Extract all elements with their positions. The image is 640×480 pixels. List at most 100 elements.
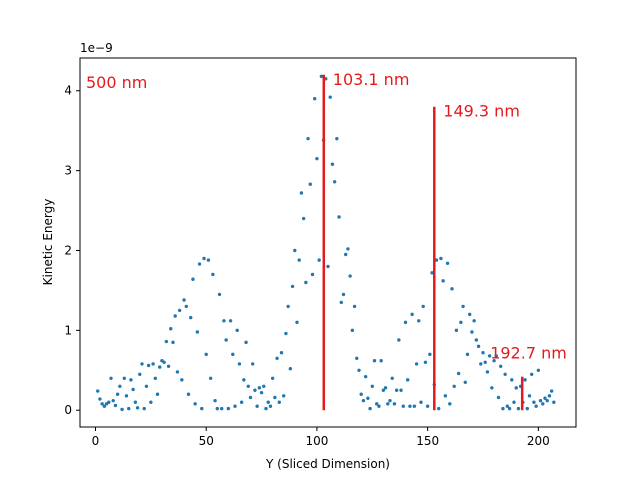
y-tick-label: 3 — [64, 164, 72, 178]
data-point — [479, 362, 483, 366]
data-point — [346, 247, 350, 251]
data-point — [257, 386, 262, 390]
data-point — [348, 274, 352, 278]
x-tick-label: 0 — [92, 434, 100, 448]
data-point — [142, 406, 146, 411]
data-point — [545, 398, 549, 403]
data-point — [124, 394, 129, 398]
data-point — [454, 328, 459, 333]
data-point — [120, 407, 124, 412]
data-point — [189, 315, 193, 320]
data-point — [414, 362, 419, 366]
data-point — [193, 402, 197, 406]
data-point — [425, 404, 430, 408]
data-point — [397, 338, 401, 342]
data-point — [259, 390, 264, 395]
y-tick-label: 0 — [64, 403, 72, 417]
data-point — [233, 404, 237, 408]
data-point — [350, 328, 355, 333]
data-point — [390, 376, 394, 380]
data-point — [180, 378, 184, 382]
data-point — [319, 74, 324, 79]
data-point — [472, 319, 476, 323]
data-point — [516, 406, 521, 411]
data-point — [326, 264, 330, 269]
data-point — [510, 378, 514, 382]
data-point — [286, 304, 290, 309]
data-point — [419, 400, 423, 404]
data-point — [352, 304, 357, 309]
data-point — [339, 300, 343, 305]
data-point — [481, 351, 485, 355]
data-point — [499, 364, 503, 368]
data-point — [530, 372, 534, 376]
data-point — [290, 284, 295, 289]
data-point — [428, 352, 432, 357]
data-point — [127, 406, 131, 411]
data-point — [514, 386, 518, 390]
data-point — [224, 338, 228, 342]
data-point — [525, 406, 529, 411]
data-point — [470, 330, 474, 334]
data-point — [441, 279, 445, 283]
data-point — [443, 394, 448, 398]
data-point — [386, 402, 390, 406]
data-point — [122, 376, 126, 380]
data-point — [153, 376, 157, 380]
data-point — [175, 370, 180, 374]
data-point — [332, 180, 337, 184]
data-point — [200, 406, 204, 411]
data-point — [388, 398, 392, 403]
data-point — [355, 356, 359, 361]
data-point — [231, 352, 235, 357]
data-point — [463, 380, 467, 384]
data-point — [383, 386, 388, 390]
data-point — [284, 331, 288, 336]
marker-labels: 103.1 nm 149.3 nm 192.7 nm — [333, 70, 567, 363]
data-point — [213, 398, 217, 403]
data-point — [412, 404, 417, 408]
scale-annotation: 500 nm — [86, 73, 147, 92]
data-point — [399, 388, 403, 392]
data-point — [317, 258, 321, 262]
y-tick-label: 2 — [64, 243, 72, 257]
marker-label-3: 192.7 nm — [490, 344, 567, 363]
data-point — [107, 400, 111, 404]
data-point — [164, 339, 169, 344]
data-point — [96, 389, 100, 393]
data-point — [408, 404, 412, 408]
data-point — [492, 359, 496, 363]
data-point — [394, 388, 399, 392]
data-point — [363, 374, 368, 379]
data-point — [149, 400, 153, 404]
data-point — [129, 378, 133, 382]
data-point — [191, 277, 195, 281]
data-point — [251, 362, 255, 366]
data-point — [171, 340, 175, 345]
data-point — [293, 248, 297, 253]
data-point — [359, 392, 363, 396]
data-point — [335, 136, 339, 141]
data-point — [507, 406, 512, 411]
y-axis-ticks: 0 1 2 3 4 — [64, 84, 80, 417]
data-point — [403, 320, 408, 325]
data-point — [410, 312, 414, 317]
data-point — [452, 384, 456, 388]
data-point — [476, 344, 481, 349]
data-point — [536, 368, 541, 372]
data-point — [206, 258, 211, 262]
data-point — [423, 360, 428, 365]
data-point — [239, 400, 244, 404]
data-point — [264, 406, 268, 411]
data-point — [450, 287, 454, 291]
data-point — [146, 363, 151, 368]
data-point — [268, 404, 273, 408]
x-axis-label: Y (Sliced Dimension) — [265, 457, 390, 471]
data-point — [248, 395, 253, 400]
data-point — [485, 370, 490, 374]
data-point — [401, 404, 405, 408]
x-tick-label: 100 — [305, 434, 328, 448]
data-point — [375, 402, 379, 406]
x-tick-label: 50 — [199, 434, 214, 448]
data-point — [341, 292, 346, 297]
